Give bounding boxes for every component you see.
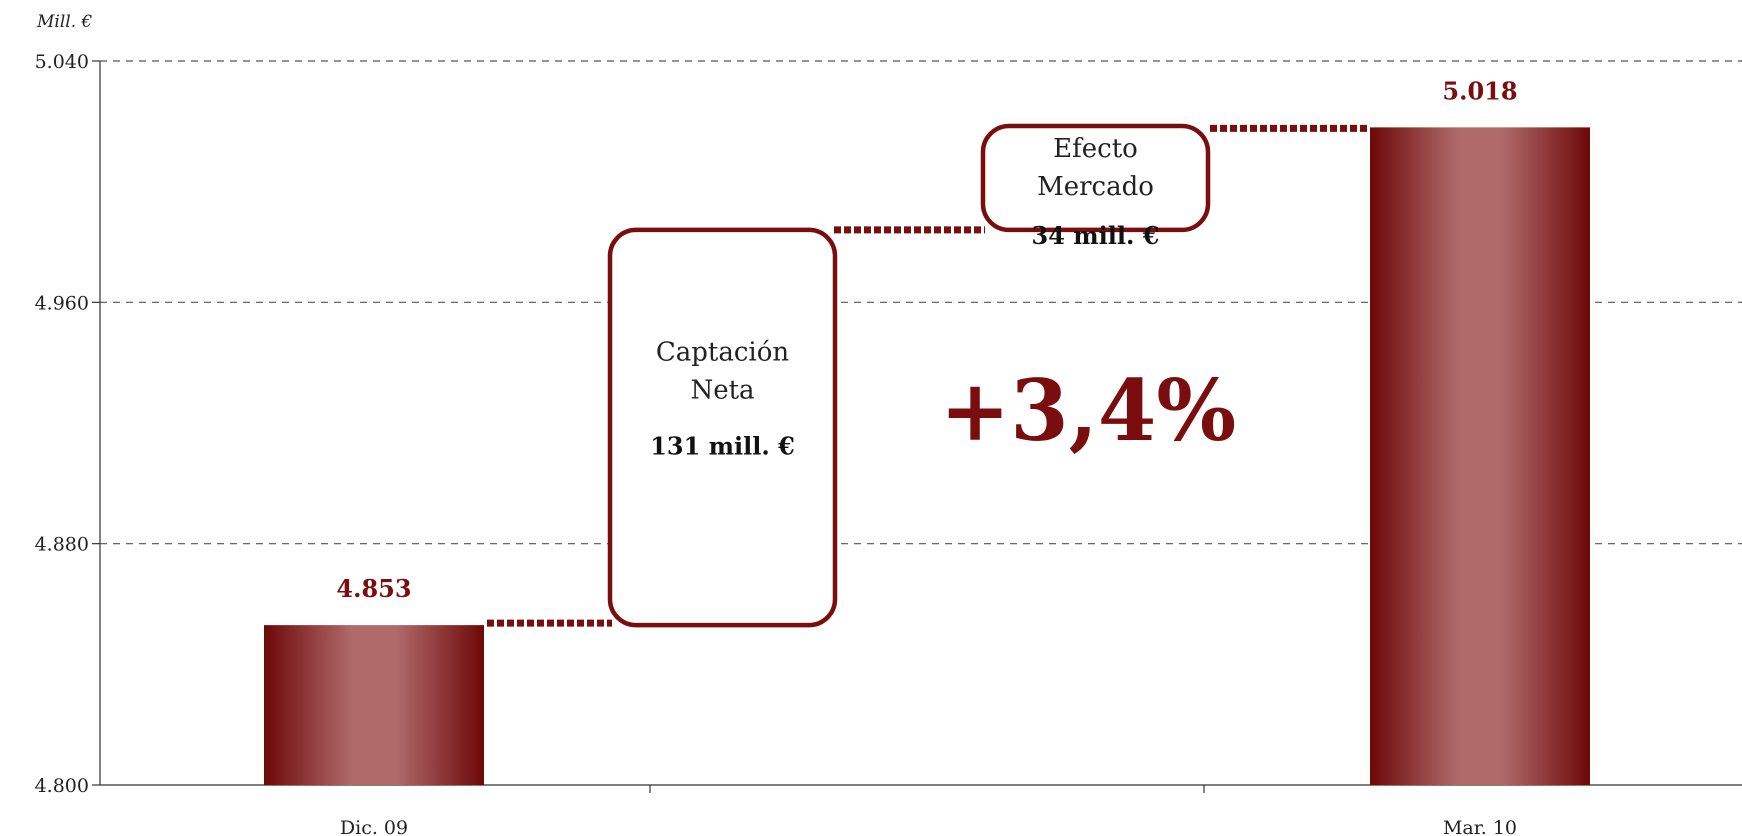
- x-category-label: Dic. 09: [340, 817, 408, 836]
- bar: [264, 625, 484, 785]
- step-box: [607, 227, 838, 628]
- growth-annotation: +3,4%: [940, 361, 1236, 460]
- bars: 4.853 5.018: [264, 76, 1590, 785]
- step-box: [980, 123, 1211, 233]
- step-boxes: Captación Neta 131 mill. € Efecto Mercado 34 …: [607, 123, 1211, 628]
- bar-value-label: 5.018: [1442, 76, 1517, 105]
- y-tick-label: 4.880: [35, 534, 89, 556]
- step-title: Mercado: [1037, 172, 1154, 202]
- step-title: Captación: [656, 337, 790, 367]
- bar-value-label: 4.853: [336, 574, 411, 603]
- bar: [1370, 127, 1590, 785]
- unit-label: Mill. €: [36, 12, 93, 32]
- step-value: 131 mill. €: [650, 431, 795, 460]
- connectors: [487, 124, 1370, 627]
- y-tick-label: 4.800: [35, 775, 89, 797]
- step-title: Neta: [690, 375, 754, 405]
- y-tick-label: 4.960: [35, 292, 89, 314]
- step-title: Efecto: [1053, 134, 1138, 164]
- x-category-label: Mar. 10: [1443, 817, 1517, 836]
- step-value: 34 mill. €: [1032, 221, 1160, 250]
- y-tick-label: 5.040: [35, 51, 89, 73]
